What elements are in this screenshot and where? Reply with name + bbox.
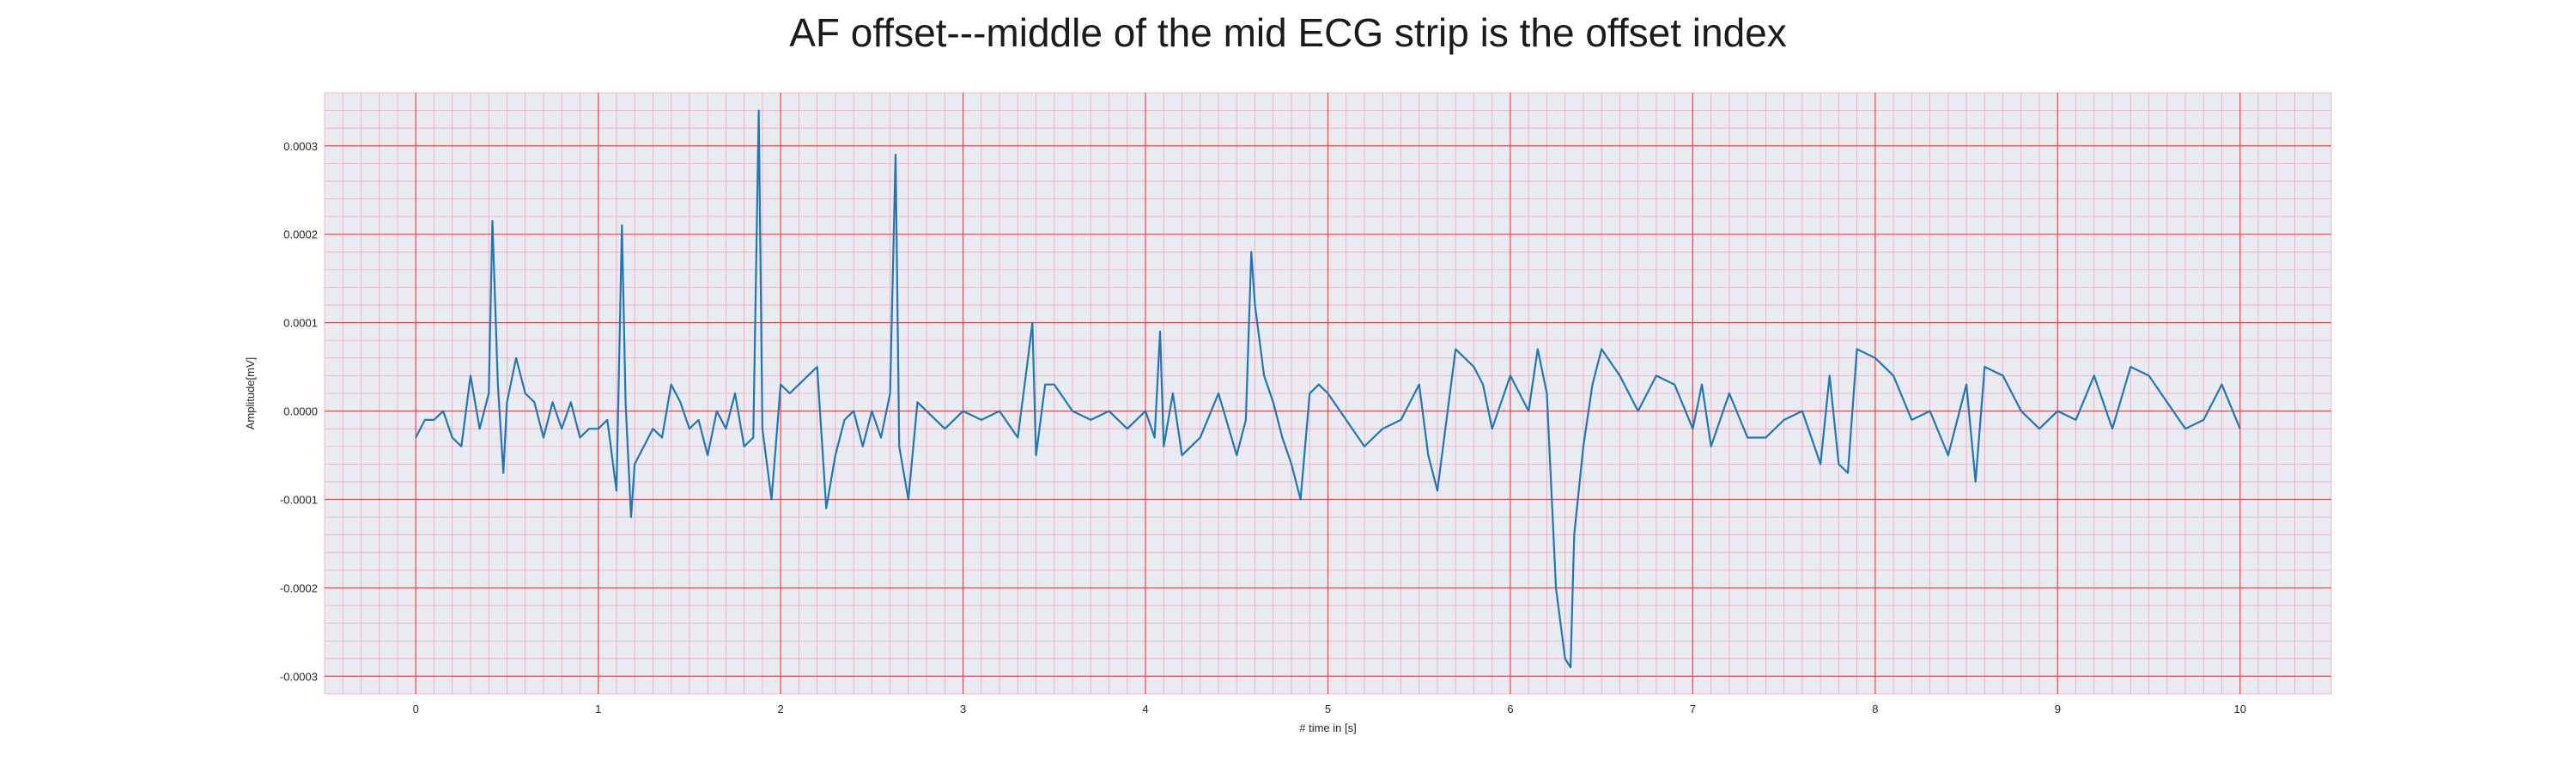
y-tick-label: 0.0001 — [283, 317, 318, 330]
x-tick-label: 0 — [413, 703, 419, 715]
x-axis-label: # time in [s] — [1299, 721, 1356, 734]
x-tick-label: 6 — [1507, 703, 1513, 715]
x-tick-label: 5 — [1325, 703, 1331, 715]
x-tick-label: 10 — [2234, 703, 2246, 715]
y-axis-ticks: -0.0003 -0.0002 -0.0001 0.0000 0.0001 0.0002 0… — [280, 140, 318, 684]
x-axis-ticks: 0 1 2 3 4 5 6 7 8 9 10 — [413, 703, 2246, 715]
y-tick-label: -0.0002 — [280, 581, 318, 594]
x-tick-label: 1 — [595, 703, 601, 715]
chart-title: AF offset---middle of the mid ECG strip … — [789, 10, 1787, 55]
x-tick-label: 8 — [1872, 703, 1878, 715]
x-tick-label: 7 — [1690, 703, 1696, 715]
ecg-series-line — [415, 109, 2241, 669]
y-tick-label: 0.0003 — [283, 140, 318, 153]
y-tick-label: 0.0000 — [283, 405, 318, 418]
y-tick-label: -0.0001 — [280, 494, 318, 507]
major-grid — [325, 93, 2331, 694]
x-tick-label: 2 — [778, 703, 784, 715]
x-tick-label: 3 — [960, 703, 966, 715]
x-tick-label: 4 — [1142, 703, 1148, 715]
y-tick-label: 0.0002 — [283, 228, 318, 241]
y-axis-label: Amplitude[mV] — [244, 357, 257, 430]
x-tick-label: 9 — [2055, 703, 2061, 715]
y-tick-label: -0.0003 — [280, 670, 318, 683]
